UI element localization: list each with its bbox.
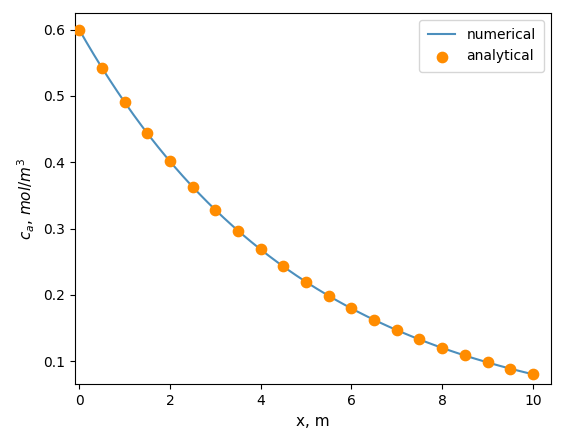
numerical [346, 305, 352, 310]
analytical [211, 206, 220, 213]
Y-axis label: $c_a$, $mol/m^3$: $c_a$, $mol/m^3$ [16, 158, 37, 240]
analytical [120, 98, 129, 105]
X-axis label: x, m: x, m [296, 414, 329, 429]
Legend: numerical, analytical: numerical, analytical [419, 20, 544, 72]
analytical [415, 336, 424, 343]
Line: numerical: numerical [79, 29, 533, 374]
numerical [448, 348, 455, 353]
numerical [529, 372, 536, 377]
analytical [528, 371, 537, 378]
numerical [76, 27, 83, 32]
analytical [165, 158, 174, 165]
analytical [279, 263, 288, 270]
analytical [460, 352, 470, 359]
analytical [370, 316, 379, 323]
analytical [392, 327, 401, 334]
numerical [321, 291, 328, 296]
analytical [142, 130, 152, 137]
analytical [234, 227, 243, 234]
analytical [188, 183, 197, 190]
analytical [324, 292, 333, 299]
analytical [483, 359, 492, 366]
analytical [506, 365, 515, 372]
analytical [437, 344, 447, 351]
numerical [294, 273, 301, 279]
analytical [301, 279, 311, 286]
numerical [518, 369, 525, 374]
analytical [75, 26, 84, 33]
analytical [97, 64, 106, 71]
analytical [347, 305, 356, 312]
numerical [291, 272, 298, 277]
analytical [256, 246, 265, 253]
